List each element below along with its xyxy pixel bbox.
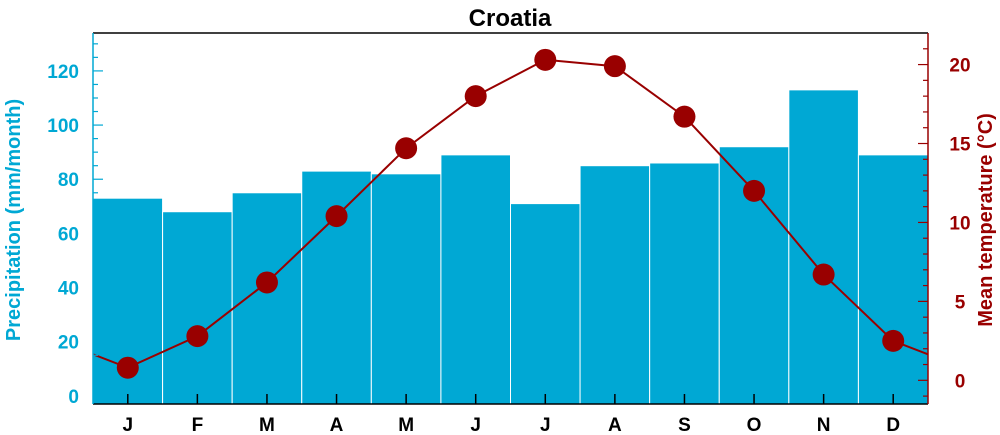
x-tick-label: A <box>330 415 344 435</box>
axes: J F M A M J J A S O N D 0 20 40 60 80 100 120 0 5 10 15 20 <box>47 32 971 435</box>
chart-title: Croatia <box>469 5 552 32</box>
y-left-tick-label: 0 <box>68 387 79 408</box>
x-tick-label: N <box>817 415 831 435</box>
temperature-point <box>186 325 209 348</box>
temperature-point <box>812 263 835 286</box>
x-tick-label: O <box>747 415 762 435</box>
y-left-tick-label: 80 <box>58 170 79 191</box>
y-left-tick-label: 40 <box>58 279 79 300</box>
temperature-point <box>603 55 626 78</box>
x-tick-label: J <box>540 415 551 435</box>
temperature-point <box>255 271 278 294</box>
precipitation-bar <box>162 211 233 405</box>
temperature-point <box>882 329 905 352</box>
y-axis-right-label: Mean temperature (°C) <box>975 113 997 327</box>
temperature-point <box>673 105 696 128</box>
y-right-tick-label: 15 <box>949 135 971 156</box>
x-tick-label: A <box>608 415 622 435</box>
y-left-tick-label: 20 <box>58 333 79 354</box>
y-right-tick-label: 0 <box>955 371 966 392</box>
y-left-tick-label: 60 <box>58 224 79 245</box>
y-right-tick-label: 20 <box>949 56 970 77</box>
precipitation-bar <box>857 154 929 405</box>
x-tick-label: J <box>470 415 481 435</box>
temperature-point <box>534 48 557 71</box>
precipitation-bar <box>440 154 511 405</box>
precipitation-bars <box>92 89 929 405</box>
y-axis-left-label: Precipitation (mm/month) <box>3 99 25 341</box>
temperature-point <box>395 137 418 160</box>
temperature-point <box>325 205 348 228</box>
x-tick-label: S <box>678 415 691 435</box>
x-tick-label: F <box>192 415 204 435</box>
precipitation-bar <box>510 203 581 405</box>
x-tick-label: D <box>886 415 900 435</box>
temperature-point <box>464 85 487 108</box>
temperature-point <box>743 179 766 202</box>
y-right-tick-label: 5 <box>955 292 966 313</box>
temperature-point <box>116 356 139 379</box>
precipitation-bar <box>649 162 720 405</box>
precipitation-bar <box>579 165 651 405</box>
y-left-tick-label: 120 <box>47 62 79 83</box>
temperature-series <box>93 48 928 379</box>
x-tick-label: M <box>259 415 275 435</box>
precipitation-bar <box>370 173 442 405</box>
precipitation-bar <box>788 89 859 405</box>
precipitation-bar <box>231 192 303 405</box>
y-right-tick-label: 10 <box>949 213 970 234</box>
temperature-line <box>93 58 928 369</box>
x-tick-label: J <box>123 415 134 435</box>
x-tick-label: M <box>398 415 414 435</box>
y-left-tick-label: 100 <box>47 116 79 137</box>
